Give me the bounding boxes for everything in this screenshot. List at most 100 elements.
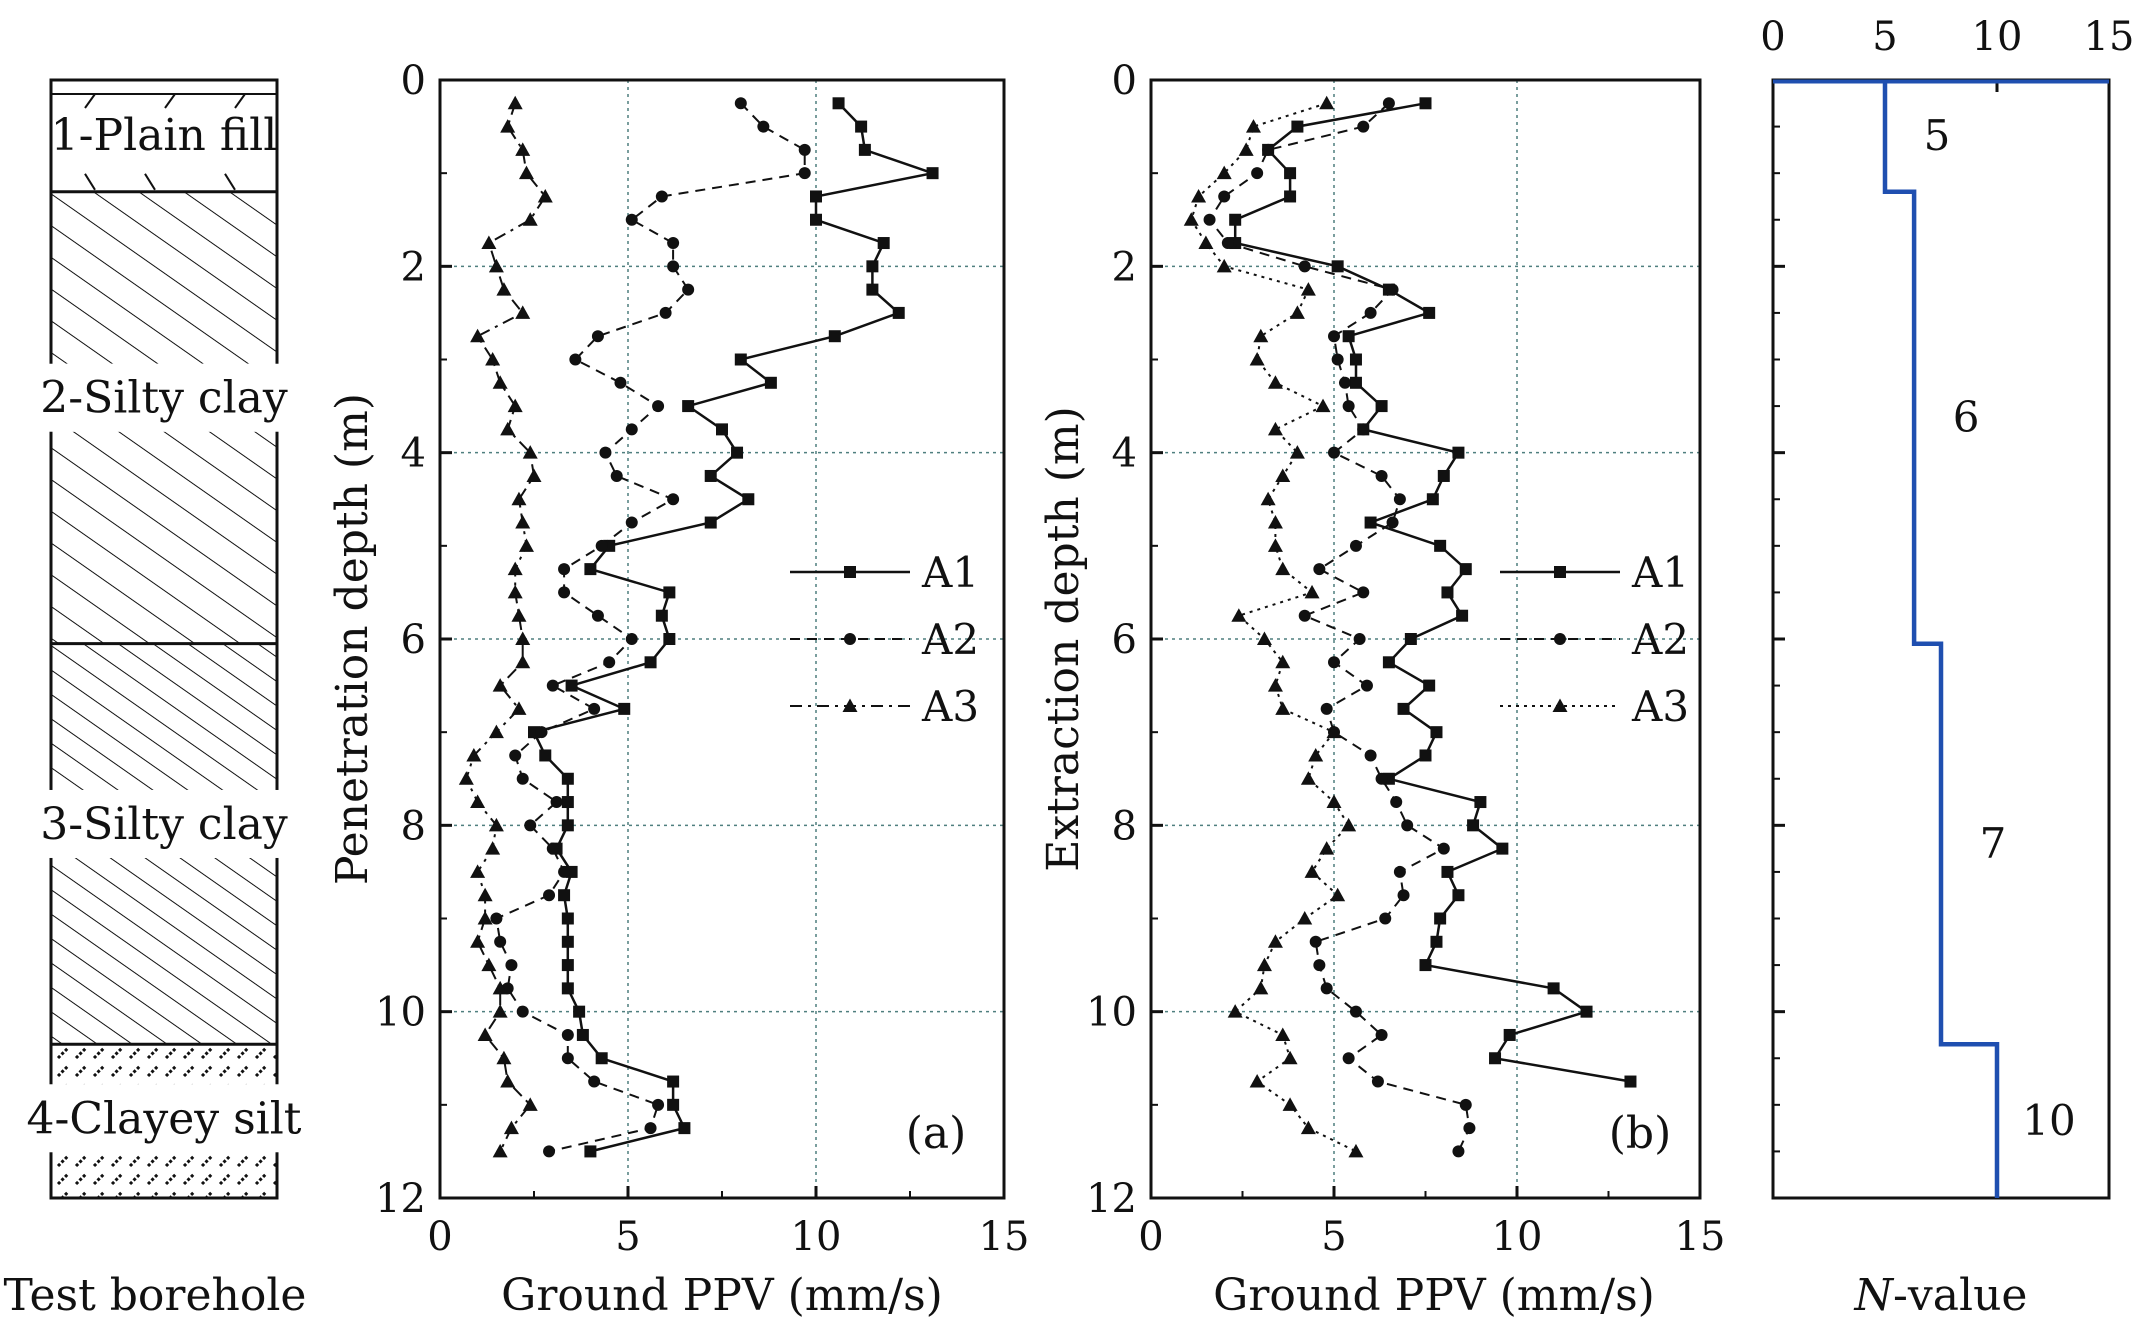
data-point: [1364, 306, 1377, 319]
data-point: [1267, 375, 1283, 389]
data-point: [561, 912, 574, 925]
legend-label: A2: [1631, 615, 1689, 664]
data-point: [1289, 445, 1305, 459]
data-point: [470, 794, 486, 809]
data-point: [509, 749, 522, 762]
borehole-layer-1: 1-Plain fill: [51, 93, 277, 191]
data-point: [588, 702, 601, 715]
data-point: [481, 957, 497, 972]
data-point: [1284, 190, 1297, 203]
series-a1: [528, 97, 939, 1158]
data-point: [1401, 819, 1414, 832]
data-point: [682, 283, 695, 296]
legend-label: A1: [1631, 548, 1689, 597]
data-point: [1430, 935, 1443, 948]
data-point: [558, 563, 571, 576]
data-point: [1437, 842, 1450, 855]
data-point: [603, 656, 616, 669]
layer-name-band: [49, 789, 279, 858]
layer-pattern: [51, 431, 277, 644]
data-point: [505, 959, 518, 972]
data-point: [1489, 1052, 1502, 1065]
data-point: [1300, 282, 1316, 296]
series-group-b: [1183, 95, 1637, 1158]
data-point: [1191, 188, 1207, 203]
data-point: [663, 586, 676, 599]
y-tick-label: 10: [1086, 990, 1137, 1036]
data-point: [1227, 1004, 1243, 1018]
data-point: [507, 398, 523, 413]
grid-b: [1151, 80, 1700, 1198]
data-point: [667, 1098, 680, 1111]
data-point: [500, 119, 516, 133]
legend-item-a2: A2: [1500, 615, 1689, 664]
data-point: [866, 283, 879, 296]
data-point: [1360, 679, 1373, 692]
data-point: [1349, 1005, 1362, 1018]
legend-label: A1: [921, 548, 979, 597]
borehole-label: Test borehole: [4, 1270, 307, 1321]
data-point: [1231, 608, 1247, 622]
data-point: [1371, 1075, 1384, 1088]
data-point: [1423, 679, 1436, 692]
data-point: [1326, 724, 1342, 739]
data-point: [526, 468, 542, 482]
data-point: [1298, 609, 1311, 622]
data-point: [610, 469, 623, 482]
data-point: [1624, 1075, 1637, 1088]
borehole-column: Test borehole 1-Plain fill 2-Silty clay 3-…: [4, 78, 307, 1321]
data-point: [1364, 749, 1377, 762]
y-tick-label: 8: [1112, 803, 1137, 849]
data-point: [1326, 794, 1342, 809]
x-tick-label: 10: [1492, 1214, 1543, 1260]
legend-marker: [1552, 698, 1568, 712]
data-point: [490, 912, 503, 925]
y-axis-label-b: Extraction depth (m): [1038, 406, 1089, 872]
ticks-b: 0 5 10 15 0 2 4 6 8 10 12: [1086, 58, 1725, 1260]
series-a2: [490, 97, 811, 1158]
data-point: [599, 446, 612, 459]
data-point: [1342, 1052, 1355, 1065]
data-point: [546, 679, 559, 692]
x-tick-label: 15: [2084, 14, 2135, 60]
data-point: [558, 865, 571, 878]
data-point: [458, 771, 474, 785]
series-a3: [458, 95, 553, 1158]
data-point: [561, 772, 574, 785]
data-point: [537, 188, 553, 203]
legend-marker: [1554, 633, 1566, 645]
data-point: [1382, 97, 1395, 110]
borehole-layer-name: 3-Silty clay: [40, 799, 288, 850]
legend-item-a3: A3: [790, 682, 979, 731]
data-point: [595, 1052, 608, 1065]
x-tick-label: 5: [1321, 1214, 1346, 1260]
data-point: [546, 842, 559, 855]
data-point: [625, 423, 638, 436]
data-point: [500, 421, 516, 436]
y-tick-label: 12: [375, 1176, 426, 1222]
data-point: [1275, 701, 1291, 715]
data-point: [1284, 167, 1297, 180]
legend-marker: [844, 566, 856, 578]
data-point: [518, 165, 534, 180]
data-point: [655, 190, 668, 203]
data-point: [485, 841, 501, 855]
data-point: [543, 889, 556, 902]
data-point: [1319, 841, 1335, 855]
data-point: [503, 1120, 519, 1135]
data-point: [1267, 538, 1283, 552]
legend-item-a1: A1: [790, 548, 979, 597]
data-point: [1315, 398, 1331, 413]
data-point: [810, 190, 822, 203]
data-point: [1434, 912, 1447, 925]
data-point: [644, 1122, 657, 1135]
data-point: [1503, 1028, 1516, 1041]
data-point: [1249, 1074, 1265, 1088]
data-point: [667, 1075, 680, 1088]
data-point: [855, 120, 868, 133]
fill-tick: [84, 173, 96, 191]
data-point: [1267, 678, 1283, 692]
n-value-label: 7: [1980, 819, 2007, 868]
series-a3: [1183, 95, 1364, 1158]
